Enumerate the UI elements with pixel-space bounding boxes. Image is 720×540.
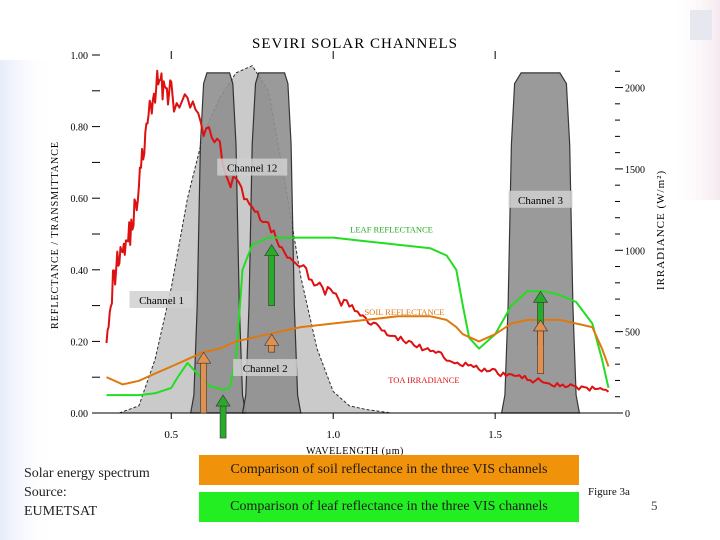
x-tick-label-0: 0.5	[164, 429, 178, 441]
y-left-tick-label-3: 0.60	[71, 194, 89, 205]
annotation-bg-3	[129, 291, 194, 309]
source-caption: Solar energy spectrum Source: EUMETSAT	[24, 464, 150, 521]
caption-line-1: Solar energy spectrum	[24, 466, 150, 481]
x-axis-label: WAVELENGTH (µm)	[306, 446, 404, 457]
slide-number: 5	[651, 498, 658, 513]
annotation-1: Channel 12	[227, 163, 277, 175]
chart-title: SEVIRI SOLAR CHANNELS	[252, 36, 458, 52]
series-line-2	[106, 236, 610, 397]
channel-band-3	[241, 72, 302, 414]
top-right-block	[690, 10, 712, 40]
arrow-head-3	[264, 244, 280, 257]
soil-comparison-box: Comparison of soil reflectance in the th…	[199, 455, 579, 485]
arrow-head-1	[215, 394, 231, 407]
series-line-1	[105, 69, 610, 393]
arrow-head-4	[264, 333, 280, 346]
left-wash	[0, 60, 55, 540]
y-left-tick-label-4: 0.80	[71, 123, 89, 134]
y-right-tick-label-1: 500	[625, 328, 640, 339]
caption-line-2: Source:	[24, 485, 67, 500]
annotation-bg-2	[508, 190, 573, 208]
series-line-3	[106, 315, 610, 386]
figure-label: Figure 3a	[588, 486, 630, 498]
arrow-head-6	[532, 319, 549, 332]
x-tick-label-2: 1.5	[488, 429, 502, 441]
annotation-7: TOA IRRADIANCE	[388, 375, 459, 385]
y-right-tick-label-3: 1500	[625, 165, 645, 176]
annotation-bg-4	[233, 359, 298, 377]
arrow-shaft-6	[537, 329, 544, 374]
channel-bands	[119, 65, 581, 414]
y-left-tick-label-2: 0.40	[71, 266, 89, 277]
arrow-head-2	[196, 351, 212, 364]
annotations: Channel 12 Channel 3 Channel 1 Channel 2 LEA…	[129, 158, 573, 439]
annotation-5: LEAF REFLECTANCE	[350, 224, 433, 234]
y-left-tick-label-5: 1.00	[71, 51, 89, 62]
y-left-tick-label-0: 0.00	[71, 409, 89, 420]
y-axis-label-right: IRRADIANCE (W/m²)	[655, 170, 667, 290]
channel-band-4	[500, 72, 581, 414]
y-right-tick-label-2: 1000	[625, 246, 645, 257]
series-lines	[105, 69, 610, 397]
arrow-shaft-2	[200, 361, 207, 414]
y-axis-label-left: REFLECTANCE / TRANSMITTANCE	[50, 141, 61, 329]
annotation-3: Channel 1	[139, 295, 184, 307]
arrow-head-5	[532, 290, 549, 303]
annotation-bg-1	[217, 158, 288, 176]
annotation-4: Channel 2	[243, 363, 288, 375]
axes: 0.5 1.0 1.5 0.00 0.20 0.40 0.60 0.80 1.00 0 500 100…	[71, 51, 645, 441]
x-tick-label-1: 1.0	[326, 429, 340, 441]
annotation-2: Channel 3	[518, 195, 563, 207]
annotation-6: SOIL REFLECTANCE	[364, 307, 444, 317]
y-right-tick-label-4: 2000	[625, 84, 645, 95]
y-right-tick-label-0: 0	[625, 409, 630, 420]
channel-band-2	[189, 72, 247, 414]
caption-line-3: EUMETSAT	[24, 504, 98, 519]
y-left-tick-label-1: 0.20	[71, 337, 89, 348]
leaf-comparison-box: Comparison of leaf reflectance in the th…	[199, 492, 579, 522]
arrow-shaft-1	[219, 404, 227, 439]
arrow-shaft-3	[268, 254, 275, 306]
